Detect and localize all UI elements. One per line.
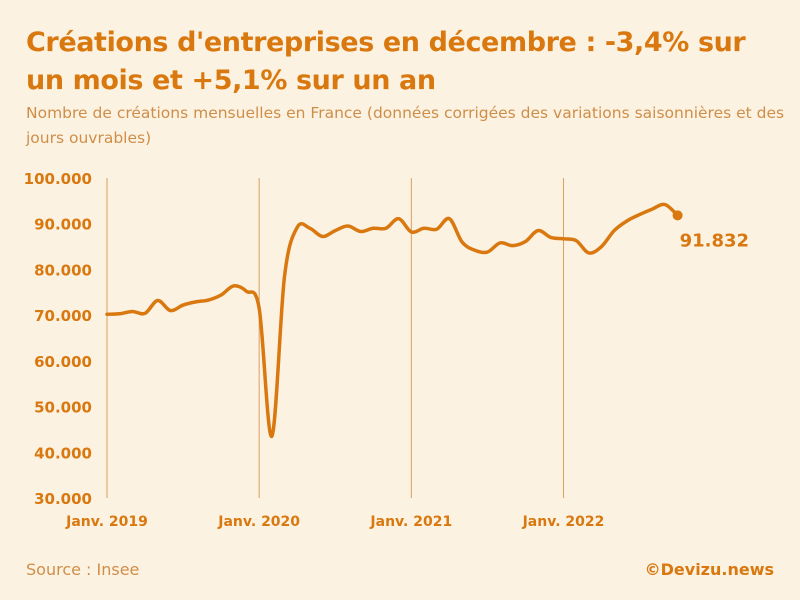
end-point-marker (672, 210, 683, 221)
x-axis-ticks: Janv. 2019 Janv. 2020 Janv. 2021 Janv. 2022 (65, 514, 604, 530)
x-tick-label: Janv. 2020 (217, 514, 300, 530)
y-tick-label: 50.000 (34, 399, 92, 417)
y-tick-label: 70.000 (34, 307, 92, 325)
y-tick-label: 40.000 (34, 444, 92, 462)
x-tick-label: Janv. 2021 (369, 514, 452, 530)
y-axis-ticks: 100.000 90.000 80.000 70.000 60.000 50.000 40.… (24, 170, 92, 508)
y-tick-label: 100.000 (24, 170, 92, 188)
y-tick-label: 80.000 (34, 261, 92, 279)
chart-title: Créations d'entreprises en décembre : -3… (26, 27, 746, 96)
series-layer: 91.832 (105, 202, 749, 439)
chart-subtitle: Nombre de créations mensuelles en France… (26, 104, 785, 147)
grid-layer (106, 178, 564, 498)
brand-credit: ©Devizu.news (644, 560, 774, 579)
x-tick-label: Janv. 2022 (522, 514, 605, 530)
y-tick-label: 30.000 (34, 490, 92, 508)
x-tick-label: Janv. 2019 (65, 514, 148, 530)
y-tick-label: 90.000 (34, 216, 92, 234)
y-tick-label: 60.000 (34, 353, 92, 371)
end-value-label: 91.832 (680, 230, 749, 251)
source-note: Source : Insee (26, 560, 140, 579)
series-line (105, 202, 680, 439)
